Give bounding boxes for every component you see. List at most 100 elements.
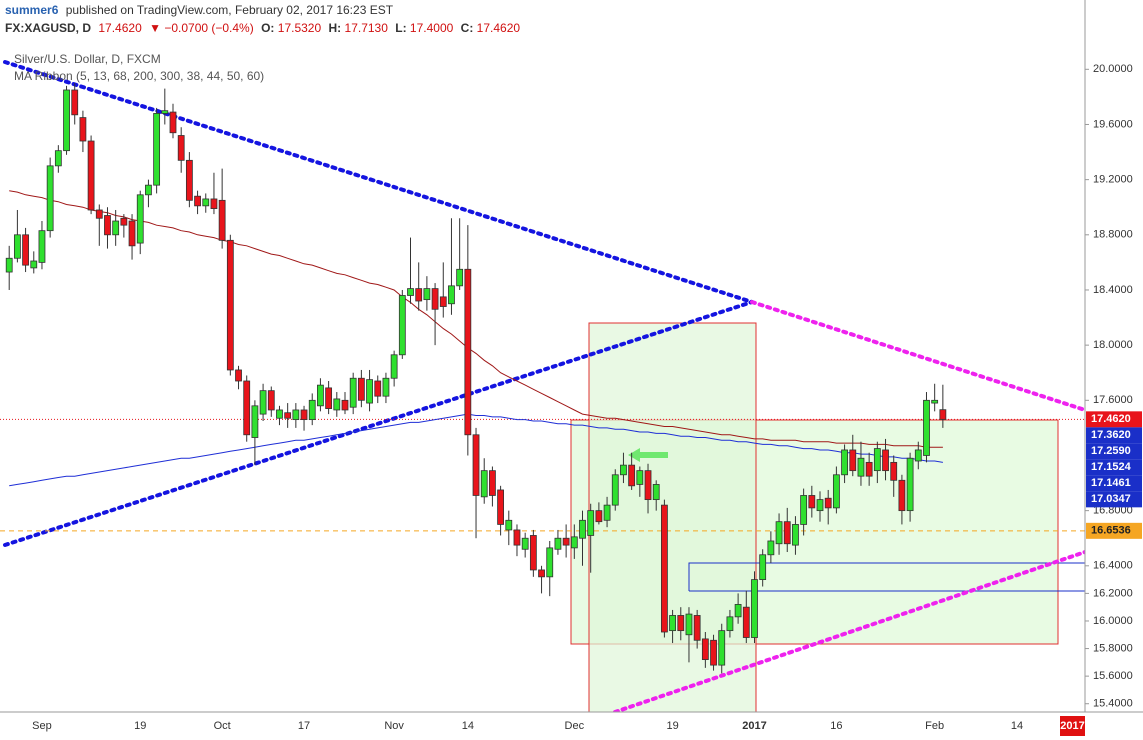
candle-body (816, 499, 824, 512)
candle-body (587, 510, 595, 536)
candle-body (423, 288, 431, 301)
y-tick-label: 20.0000 (1093, 63, 1133, 75)
candle-body (529, 535, 537, 571)
arrow (628, 448, 668, 462)
trend-line (750, 300, 1085, 412)
candle-body (120, 217, 128, 226)
candle-body (276, 409, 283, 419)
candle-body (431, 288, 439, 310)
trend-line (3, 60, 754, 304)
candle-body (398, 295, 406, 356)
candle-body (202, 198, 210, 207)
candle-body (112, 220, 120, 236)
candle-body (595, 510, 603, 523)
candle-body (456, 268, 464, 287)
price-tag-bg (1086, 475, 1142, 492)
published: published on TradingView.com, February 0… (66, 3, 394, 17)
candle-body (628, 464, 636, 487)
candle-body (906, 457, 914, 512)
arrow: ▼ (149, 21, 161, 35)
x-tick-label: Feb (925, 720, 944, 732)
candle-body (726, 616, 734, 632)
candle-body (923, 399, 930, 456)
low: 17.4000 (410, 21, 454, 35)
candle-body (374, 380, 382, 397)
y-tick-label: 16.2000 (1093, 587, 1133, 599)
candle-body (251, 405, 259, 438)
moving-average (9, 190, 943, 448)
candle-body (841, 449, 848, 476)
axes: 20.0000 19.6000 19.2000 18.8000 18.4000 18.00… (32, 63, 1142, 736)
candle-body (636, 470, 644, 485)
high-label: H: (329, 21, 342, 35)
candle-body (570, 536, 578, 549)
x-tick-label: Dec (565, 720, 585, 732)
candle-body (734, 604, 742, 618)
candle-body (38, 230, 46, 263)
candle-body (87, 140, 95, 211)
price-tag-bg (1086, 427, 1142, 444)
candle-body (873, 448, 881, 472)
y-tick-label: 15.8000 (1093, 642, 1133, 654)
price-tag: 17.2590 (1091, 445, 1131, 457)
range-box (588, 322, 757, 712)
candle-body (611, 474, 619, 506)
x-tick-label: 2017 (742, 720, 766, 732)
candle-body (800, 495, 808, 525)
y-tick-label: 15.4000 (1093, 698, 1133, 710)
candle-body (390, 354, 398, 379)
y-tick-label: 16.0000 (1093, 615, 1133, 627)
candle-body (13, 234, 21, 259)
x-tick-label: 16 (830, 720, 842, 732)
y-tick-label: 19.6000 (1093, 118, 1133, 130)
candle-body (267, 390, 275, 411)
candle-body (939, 409, 947, 420)
candle-body (63, 89, 70, 152)
candle-body (808, 495, 816, 509)
candle-body (480, 470, 488, 498)
price-tag: 17.3620 (1091, 429, 1131, 441)
price-tag: 17.1461 (1091, 477, 1131, 489)
candle-body (95, 209, 103, 219)
candle-body (767, 540, 775, 556)
candle-body (415, 288, 423, 302)
candle-body (22, 234, 29, 266)
close-label: C: (461, 21, 474, 35)
candle-body (104, 215, 111, 236)
candle-body (46, 165, 54, 232)
candle-body (742, 606, 750, 638)
candle-body (620, 464, 627, 476)
low-label: L: (395, 21, 406, 35)
candle-body (218, 199, 226, 241)
moving-average (9, 413, 943, 487)
y-tick-label: 18.0000 (1093, 339, 1133, 351)
price-tag: 16.6536 (1091, 525, 1131, 537)
candle-body (677, 615, 685, 632)
candle-body (824, 497, 832, 509)
last: 17.4620 (98, 21, 142, 35)
x-tick-label: 19 (134, 720, 146, 732)
candle-body (325, 387, 333, 409)
candle-body (603, 504, 611, 521)
level-box (688, 562, 1085, 591)
y-tick-label: 17.6000 (1093, 394, 1133, 406)
axis-badge: 2017 (1060, 720, 1084, 732)
candle-body (898, 479, 906, 512)
price-tag-bg (1086, 459, 1142, 476)
close: 17.4620 (477, 21, 521, 35)
candle-body (538, 569, 545, 578)
candle-body (300, 409, 308, 421)
y-tick-label: 16.4000 (1093, 560, 1133, 572)
candle-body (882, 449, 889, 472)
candle-body (128, 220, 136, 247)
candle-body (693, 615, 701, 641)
candle-body (521, 537, 529, 550)
header-row: FX:XAGUSD, D 17.4620 ▼ −0.0700 (−0.4%) O… (5, 21, 520, 35)
candle-body (661, 504, 668, 633)
candle-body (718, 630, 726, 666)
chart-title: Silver/U.S. Dollar, D, FXCM (14, 52, 161, 66)
candle-body (914, 449, 922, 462)
x-tick-label: 17 (298, 720, 310, 732)
